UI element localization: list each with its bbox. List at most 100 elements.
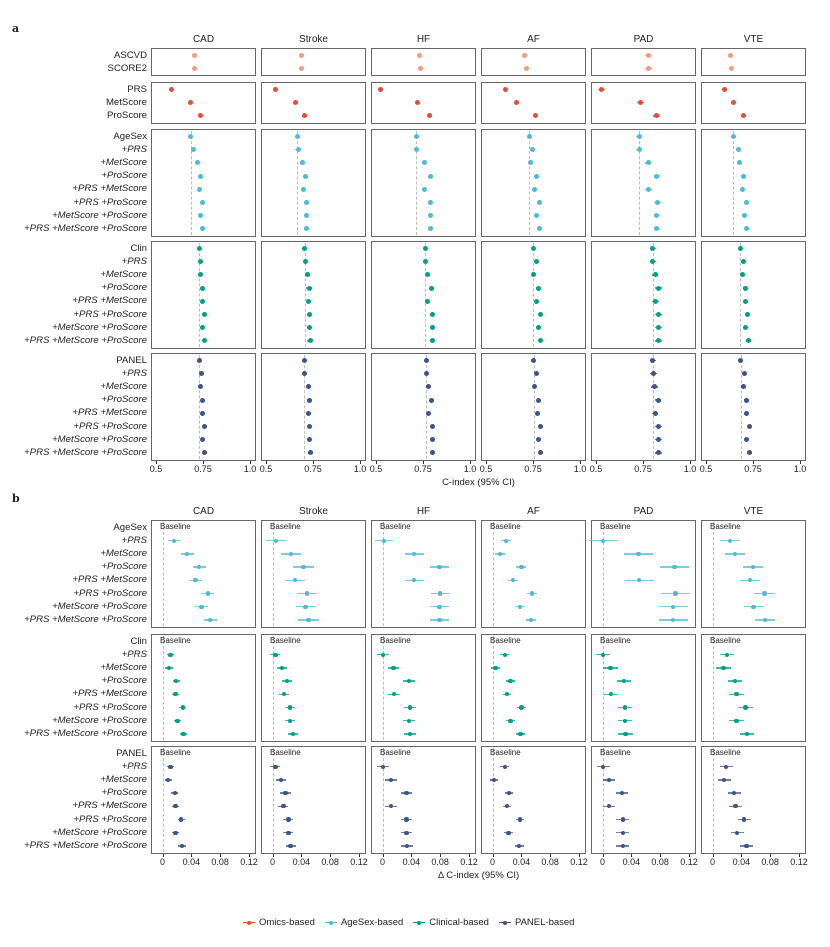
point-estimate (535, 397, 541, 403)
point-estimate (429, 424, 435, 429)
point-estimate (531, 272, 537, 278)
baseline-label: Baseline (710, 522, 741, 531)
row-label: +MetScore (100, 547, 147, 559)
tick-label: 0.5 (369, 463, 383, 474)
point-estimate (303, 213, 309, 219)
point-estimate (620, 843, 625, 849)
point-estimate (744, 843, 749, 849)
point-estimate (307, 338, 313, 344)
facet-panel (261, 634, 366, 742)
reference-line (733, 131, 735, 235)
point-estimate (286, 817, 291, 822)
tick-label: 0.08 (211, 856, 229, 867)
axis-tick (301, 853, 303, 857)
baseline-label: Baseline (490, 748, 521, 757)
tick-label: 1.0 (793, 463, 807, 474)
facet-panel (591, 746, 696, 854)
legend-item: AgeSex-based (324, 917, 403, 928)
point-estimate (198, 272, 204, 278)
point-estimate (184, 551, 190, 557)
outcome-header: PAD (633, 506, 654, 517)
point-estimate (740, 186, 746, 192)
point-estimate (721, 87, 727, 92)
facet-panel (151, 241, 256, 349)
axis-tick (631, 853, 633, 857)
zero-reference-line (602, 636, 604, 740)
point-estimate (273, 87, 279, 92)
row-label: +PRS (121, 534, 147, 546)
axis-tick (376, 460, 378, 464)
point-estimate (198, 384, 204, 390)
point-estimate (406, 678, 412, 684)
point-estimate (381, 764, 386, 769)
point-estimate (535, 437, 541, 443)
point-estimate (650, 358, 656, 363)
reference-line (304, 243, 306, 347)
point-estimate (428, 226, 434, 232)
axis-tick (643, 460, 645, 464)
point-estimate (302, 371, 308, 377)
point-estimate (608, 665, 613, 671)
outcome-header: CAD (192, 34, 215, 45)
point-estimate (286, 830, 291, 835)
point-estimate (175, 718, 180, 723)
point-estimate (302, 246, 308, 251)
axis-tick (382, 853, 384, 857)
tick-label: 0.12 (350, 856, 368, 867)
axis-tick (550, 853, 552, 857)
tick-label: 0.75 (194, 463, 212, 474)
point-estimate (673, 591, 678, 596)
point-estimate (742, 285, 748, 291)
point-estimate (302, 259, 308, 265)
tick-label: 1.0 (243, 463, 257, 474)
point-estimate (655, 312, 661, 317)
point-estimate (751, 604, 756, 609)
point-estimate (412, 551, 417, 557)
point-estimate (168, 652, 173, 657)
point-estimate (380, 652, 386, 657)
point-estimate (645, 186, 651, 192)
row-label: +PRS +MetScore (72, 295, 147, 307)
facet-panel (701, 48, 806, 77)
outcome-header: VTE (743, 34, 764, 45)
axis-tick (469, 460, 471, 464)
point-estimate (173, 804, 178, 809)
point-estimate (508, 718, 513, 723)
legend-item: Clinical-based (413, 917, 489, 928)
x-axis-title: C-index (95% CI) (442, 476, 515, 488)
point-estimate (531, 186, 537, 192)
point-estimate (744, 731, 750, 737)
baseline-label: Baseline (600, 522, 631, 531)
point-estimate (414, 147, 420, 153)
zero-reference-line (272, 748, 274, 852)
row-label: +PRS +MetScore (72, 183, 147, 195)
point-estimate (601, 764, 606, 769)
facet-panel (371, 353, 476, 461)
point-estimate (166, 665, 172, 671)
point-estimate (530, 246, 536, 251)
point-estimate (425, 384, 431, 390)
zero-reference-line (272, 636, 274, 740)
point-estimate (622, 705, 628, 710)
row-label: +MetScore +ProScore (52, 433, 147, 445)
point-estimate (652, 298, 658, 304)
row-label: +MetScore +ProScore (52, 826, 147, 838)
point-estimate (205, 591, 211, 596)
point-estimate (301, 113, 307, 119)
facet-panel (701, 241, 806, 349)
tick-label: 0.08 (761, 856, 779, 867)
axis-tick (266, 460, 268, 464)
point-estimate (305, 298, 311, 304)
axis-tick (770, 853, 772, 857)
point-estimate (535, 285, 541, 291)
legend: Omics-based AgeSex-based Clinical-based PAN… (243, 917, 574, 928)
facet-panel (371, 82, 476, 124)
reference-line (199, 243, 201, 347)
point-estimate (517, 817, 523, 822)
tick-label: 0 (380, 856, 386, 867)
tick-label: 0.75 (744, 463, 762, 474)
tick-label: 0 (710, 856, 716, 867)
axis-tick (313, 460, 315, 464)
point-estimate (437, 564, 442, 570)
point-estimate (378, 87, 384, 92)
